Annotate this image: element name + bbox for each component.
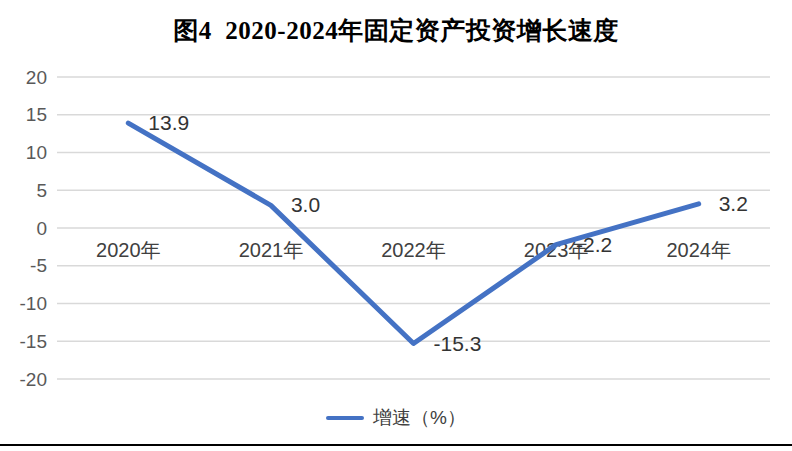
x-category-label: 2020年 [96, 239, 161, 261]
x-category-label: 2024年 [666, 239, 731, 261]
y-tick-label: 0 [36, 218, 47, 239]
y-tick-label: -10 [20, 293, 47, 314]
y-tick-label: 5 [36, 180, 47, 201]
y-tick-label: -20 [20, 369, 47, 390]
line-chart-plot-area: 20151050-5-10-15-202020年2021年2022年2023年2… [0, 0, 792, 400]
data-point-label: -2.2 [576, 233, 612, 256]
y-tick-label: 15 [26, 104, 47, 125]
series-line-growth-rate [128, 123, 698, 343]
page-footer-rule [0, 444, 792, 447]
legend-series-label: 增速（%） [373, 405, 466, 431]
y-tick-label: 10 [26, 142, 47, 163]
y-tick-label: -15 [20, 331, 47, 352]
y-tick-label: -5 [30, 255, 47, 276]
x-category-label: 2022年 [381, 239, 446, 261]
data-point-label: -15.3 [434, 332, 482, 355]
x-category-label: 2021年 [239, 239, 304, 261]
data-point-label: 13.9 [148, 111, 189, 134]
legend-line-swatch [326, 416, 364, 421]
document-page: 图4 2020-2024年固定资产投资增长速度 20151050-5-10-15… [0, 0, 792, 451]
data-point-label: 3.2 [719, 192, 748, 215]
chart-legend: 增速（%） [0, 404, 792, 432]
y-tick-label: 20 [26, 67, 47, 88]
data-point-label: 3.0 [291, 193, 320, 216]
